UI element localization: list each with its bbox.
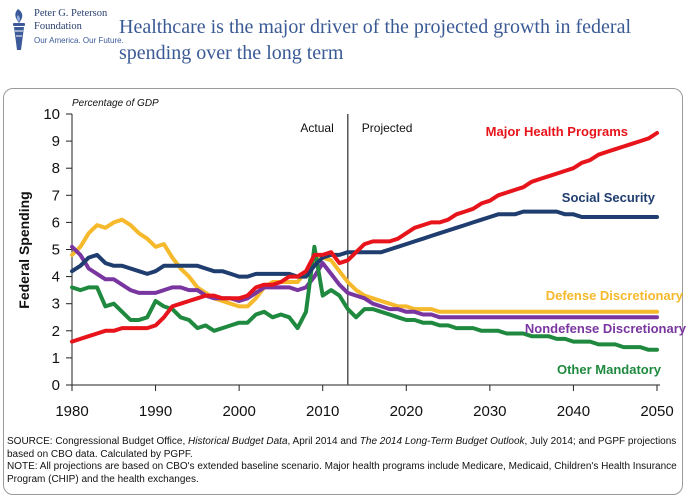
axes: [71, 114, 660, 386]
source-prefix: SOURCE: Congressional Budget Office,: [7, 436, 189, 447]
logo-tagline: Our America. Our Future.: [34, 36, 124, 45]
actual-annotation: Actual: [300, 121, 333, 135]
source-note: SOURCE: Congressional Budget Office, His…: [7, 436, 677, 461]
source-title-historical: Historical Budget Data: [188, 436, 288, 447]
methodology-note: NOTE: All projections are based on CBO's…: [7, 461, 677, 485]
logo-name: Peter G. Peterson: [34, 8, 108, 19]
series-labels: Major Health Programs Social Security Defe…: [486, 124, 687, 377]
unit-label: Percentage of GDP: [72, 98, 159, 109]
source-mid: , April 2014 and: [287, 436, 360, 447]
x-tick-label: 2030: [473, 403, 506, 420]
series-lines: [70, 131, 659, 352]
y-tick-label: 7: [52, 187, 60, 204]
series-line-social: [70, 209, 659, 279]
projected-annotation: Projected: [362, 121, 413, 135]
footer-notes: SOURCE: Congressional Budget Office, His…: [7, 436, 677, 486]
series-label-nondefense: Nondefense Discretionary: [525, 321, 687, 336]
x-tick-label: 2050: [640, 403, 673, 420]
y-tick-label: 4: [52, 269, 60, 286]
y-tick-label: 5: [52, 242, 60, 259]
series-line-defense: [70, 217, 659, 314]
x-tick-label: 2020: [390, 403, 423, 420]
y-tick-label: 2: [52, 323, 60, 340]
y-tick-label: 6: [52, 214, 60, 231]
y-axis-title: Federal Spending: [16, 191, 32, 308]
y-tick-label: 8: [52, 160, 60, 177]
header: Peter G. Peterson Foundation Our America…: [0, 0, 688, 88]
series-label-other: Other Mandatory: [557, 362, 662, 377]
series-label-social: Social Security: [562, 190, 656, 205]
series-label-defense: Defense Discretionary: [546, 288, 684, 303]
chart-panel: [3, 88, 683, 495]
logo-subtitle: Foundation: [34, 21, 82, 32]
x-tick-label: 2000: [222, 403, 255, 420]
y-tick-label: 0: [52, 377, 60, 394]
source-suffix: , July 2014; and PGPF projections based …: [7, 436, 677, 460]
y-tick-label: 1: [52, 350, 60, 367]
axis-ticks: 0 1 2 3 4 5 6 7 8 9 10 1980 1990 2000 2010 2020 2030 2040…: [43, 106, 673, 420]
x-tick-label: 1980: [55, 403, 88, 420]
y-tick-label: 9: [52, 133, 60, 150]
x-tick-label: 2010: [306, 403, 339, 420]
series-line-nondefense: [70, 244, 659, 320]
source-title-outlook: The 2014 Long-Term Budget Outlook: [359, 436, 525, 447]
torch-icon: [13, 9, 25, 50]
y-tick-label: 3: [52, 296, 60, 313]
page-title: Healthcare is the major driver of the pr…: [119, 16, 632, 64]
peterson-foundation-logo: Peter G. Peterson Foundation Our America…: [6, 6, 124, 66]
series-line-health: [70, 131, 659, 344]
x-tick-label: 1990: [139, 403, 172, 420]
x-tick-label: 2040: [557, 403, 590, 420]
series-label-health: Major Health Programs: [486, 124, 628, 139]
y-tick-label: 10: [43, 106, 60, 123]
